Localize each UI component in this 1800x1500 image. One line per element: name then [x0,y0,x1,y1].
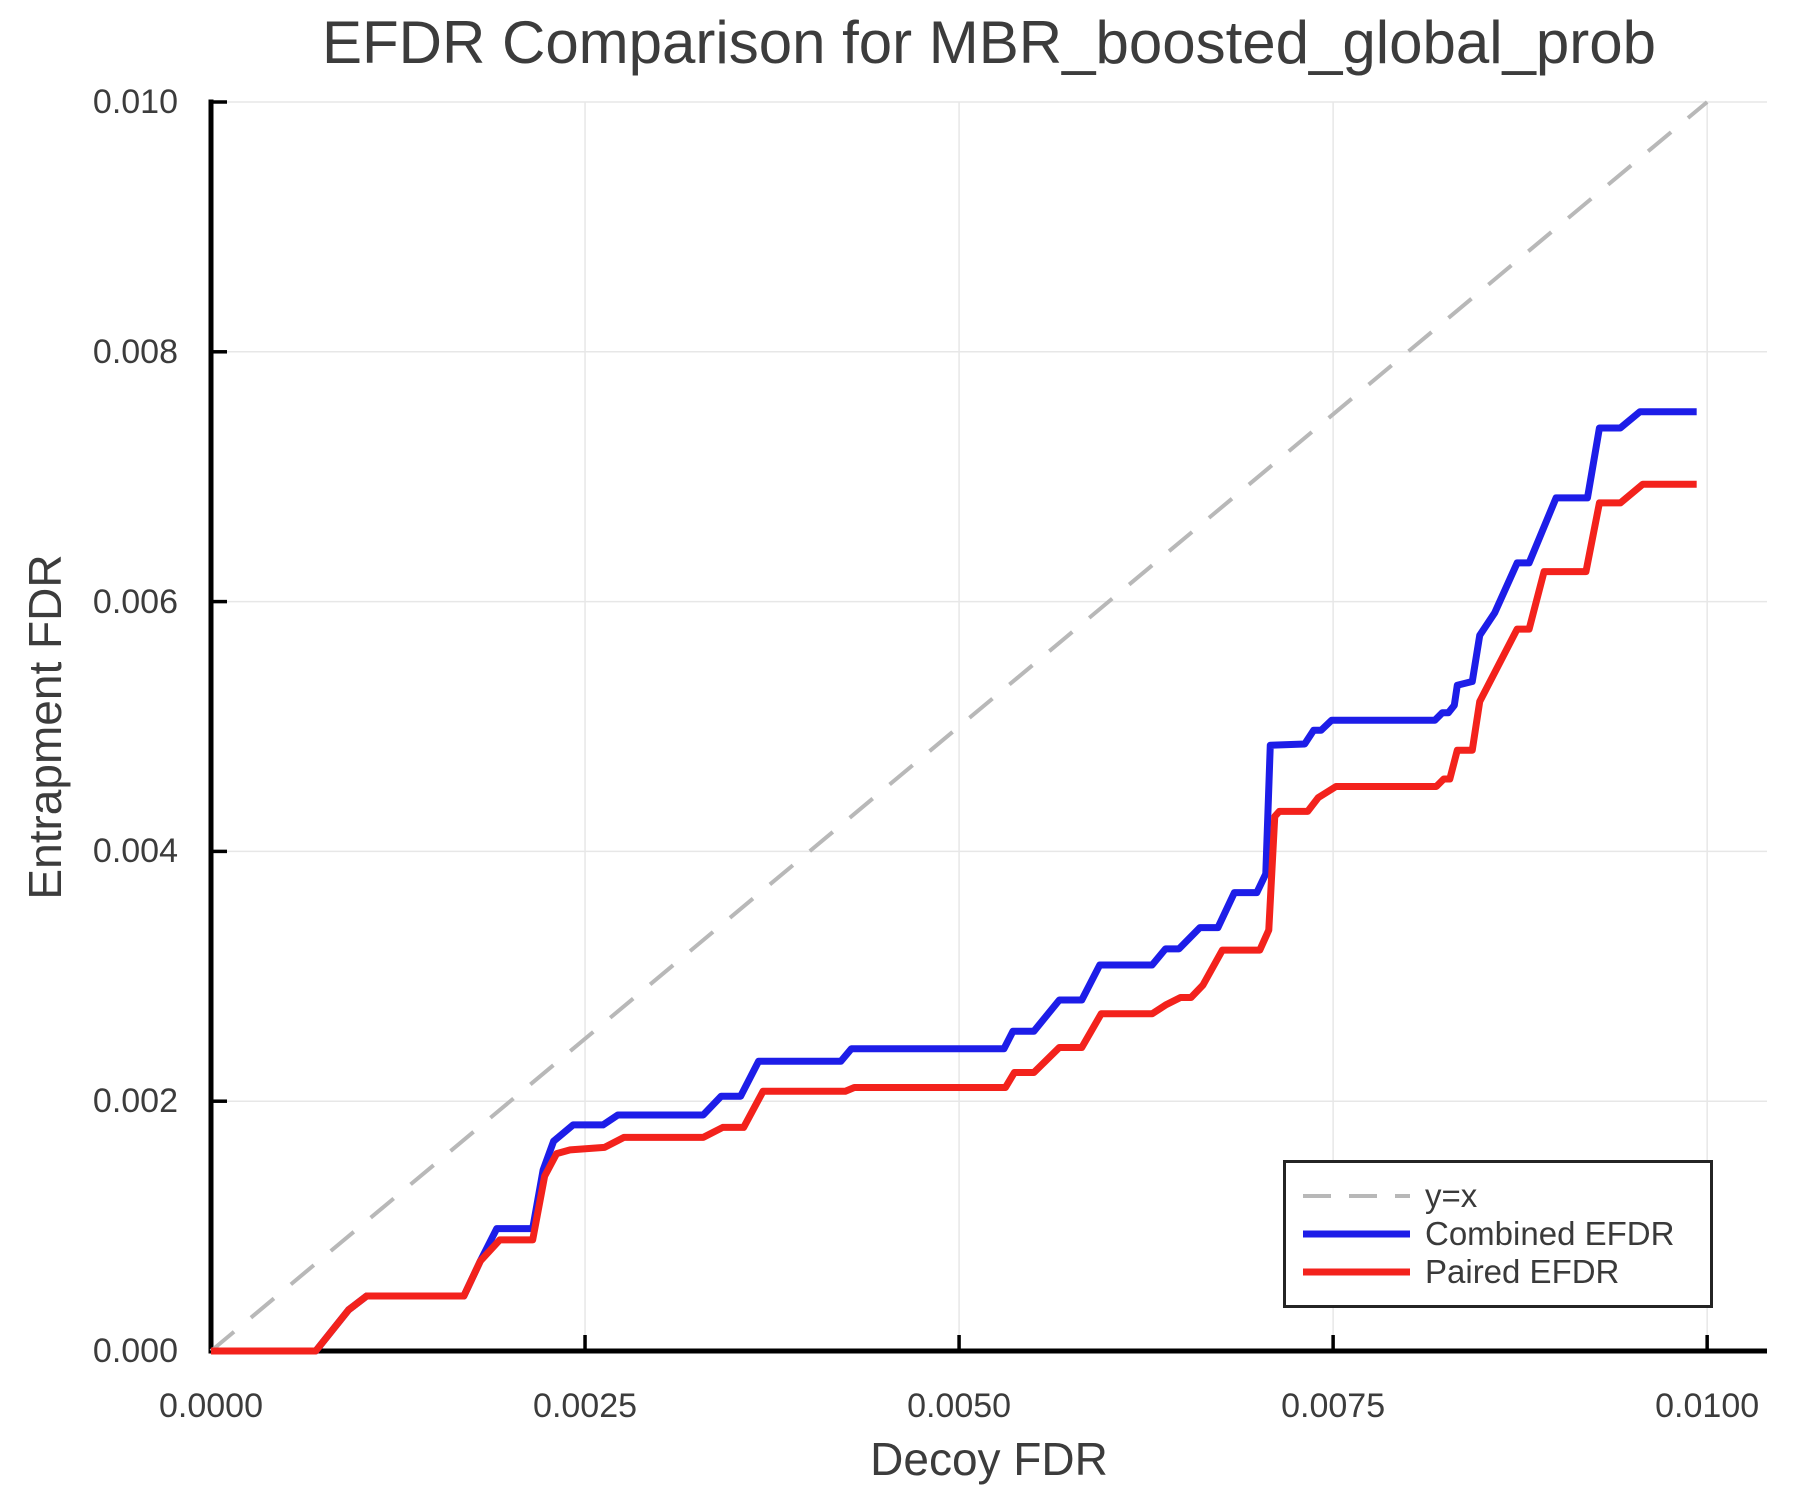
legend-item-y-x: y=x [1286,1177,1710,1215]
series-line-y-x [209,100,1709,1353]
legend-label-y-x: y=x [1425,1177,1478,1214]
x-tick-label-0.0075: 0.0075 [1281,1387,1386,1425]
y-axis-label: Entrapment FDR [19,554,71,900]
legend-sample-line-y-x [1303,1194,1410,1198]
legend-item-paired-efdr: Paired EFDR [1286,1253,1710,1291]
chart-title: EFDR Comparison for MBR_boosted_global_p… [321,9,1656,76]
x-axis-label: Decoy FDR [870,1433,1108,1485]
legend-sample-line-combined-efdr [1303,1230,1410,1238]
legend-label-paired-efdr: Paired EFDR [1425,1253,1620,1290]
x-tick-label-0.0050: 0.0050 [907,1387,1012,1425]
legend-box: y=x Combined EFDR Paired EFDR [1283,1160,1713,1308]
y-tick-label-0.006: 0.006 [92,582,178,621]
y-tick-label-0.010: 0.010 [92,83,178,121]
legend-item-combined-efdr: Combined EFDR [1286,1215,1710,1253]
y-tick-label-0.008: 0.008 [92,332,178,371]
legend-sample-line-paired-efdr [1303,1268,1410,1276]
series-line-combined-efdr [211,408,1697,1355]
series-line-paired-efdr [211,480,1697,1355]
x-tick-label-0.0025: 0.0025 [533,1387,638,1425]
y-tick-label-0.000: 0.000 [92,1332,178,1370]
x-tick-label-0.0100: 0.0100 [1655,1387,1760,1425]
legend-label-combined-efdr: Combined EFDR [1425,1215,1675,1252]
y-tick-label-0.004: 0.004 [92,832,178,871]
x-tick-label-0.0000: 0.0000 [159,1387,263,1425]
y-tick-label-0.002: 0.002 [92,1082,178,1121]
